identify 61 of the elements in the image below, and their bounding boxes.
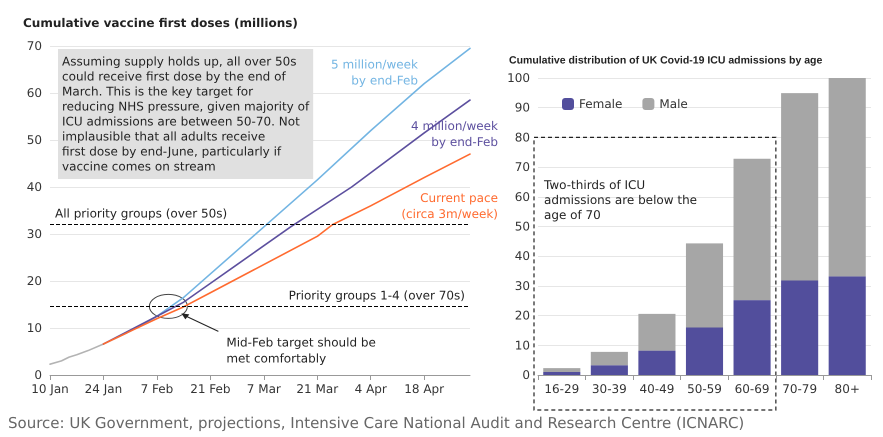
x-tick-label: 24 Jan — [84, 382, 122, 396]
chart-title: Cumulative vaccine first doses (millions) — [23, 16, 298, 30]
x-tick-label: 4 Apr — [354, 382, 387, 396]
y-tick-label: 0 — [34, 368, 42, 382]
y-tick-label: 30 — [514, 278, 530, 293]
x-tick-label: 40-49 — [639, 382, 674, 396]
bar — [734, 300, 771, 375]
y-tick-label: 10 — [26, 321, 42, 335]
y-tick-label: 50 — [514, 220, 530, 234]
bar — [543, 368, 580, 372]
bar — [638, 350, 676, 375]
source-note: Source: UK Government, projections, Intensive Care National Audit and Research Centre (ICNARC) — [8, 414, 746, 432]
y-tick-label: 30 — [26, 227, 42, 241]
bar — [781, 280, 818, 375]
bar — [686, 327, 724, 375]
x-tick-label: 21 Feb — [190, 382, 231, 396]
bar — [590, 365, 628, 375]
y-tick-label: 70 — [26, 39, 42, 53]
bar — [828, 78, 866, 276]
y-tick-label: 0 — [522, 368, 530, 382]
y-tick-label: 10 — [514, 338, 530, 352]
x-tick-label: 21 Mar — [296, 382, 338, 396]
x-tick-label: 60-69 — [734, 382, 770, 396]
y-tick-label: 60 — [514, 190, 530, 204]
bar — [781, 93, 818, 281]
annotation: Two-thirds of ICU admissions are below the age of 70 — [543, 178, 698, 222]
bar — [686, 243, 724, 328]
chart-title: Cumulative distribution of UK Covid-19 ICU admissions by age — [509, 54, 822, 66]
x-tick-label: 50-59 — [687, 382, 722, 396]
annotation: Mid-Feb target should be met comfortably — [226, 335, 376, 366]
annotation: Assuming supply holds up, all over 50s could receive first dose by the end of March. This is the key target for reducing NHS pressure, given majority of ICU admissions are between 50-70. Not implausible that all adults receive first dose by end-June, particularly if vaccine comes on stream — [62, 54, 310, 174]
ref-line-label: Priority groups 1-4 (over 70s) — [288, 288, 465, 302]
x-tick-label: 70-79 — [782, 382, 818, 396]
x-tick-label: 10 Jan — [31, 382, 69, 396]
ref-line-label: All priority groups (over 50s) — [55, 206, 228, 221]
x-tick-label: 7 Mar — [246, 382, 281, 396]
x-tick-label: 30-39 — [592, 382, 627, 396]
bar — [543, 372, 580, 375]
legend-label: Female — [579, 97, 622, 111]
legend-label: Male — [659, 97, 688, 111]
series-label: 5 million/week by end-Feb — [331, 57, 418, 88]
y-tick-label: 80 — [514, 130, 530, 144]
y-tick-label: 100 — [507, 71, 530, 85]
bar — [590, 352, 628, 366]
series-label: Current pace (circa 3m/week) — [401, 191, 498, 222]
bar — [734, 158, 771, 300]
y-tick-label: 50 — [26, 133, 42, 147]
y-tick-label: 60 — [26, 86, 42, 100]
x-tick-label: 80+ — [834, 382, 860, 396]
x-tick-label: 16-29 — [544, 382, 580, 396]
bar — [638, 314, 676, 351]
y-tick-label: 70 — [514, 160, 530, 174]
y-tick-label: 40 — [26, 180, 42, 194]
y-tick-label: 20 — [514, 308, 530, 323]
y-tick-label: 20 — [26, 274, 42, 288]
y-tick-label: 90 — [514, 100, 530, 115]
x-tick-label: 18 Apr — [404, 382, 444, 396]
line-series — [49, 343, 104, 365]
y-tick-label: 40 — [514, 249, 530, 264]
x-tick-label: 7 Feb — [140, 382, 174, 396]
bar — [828, 276, 866, 375]
